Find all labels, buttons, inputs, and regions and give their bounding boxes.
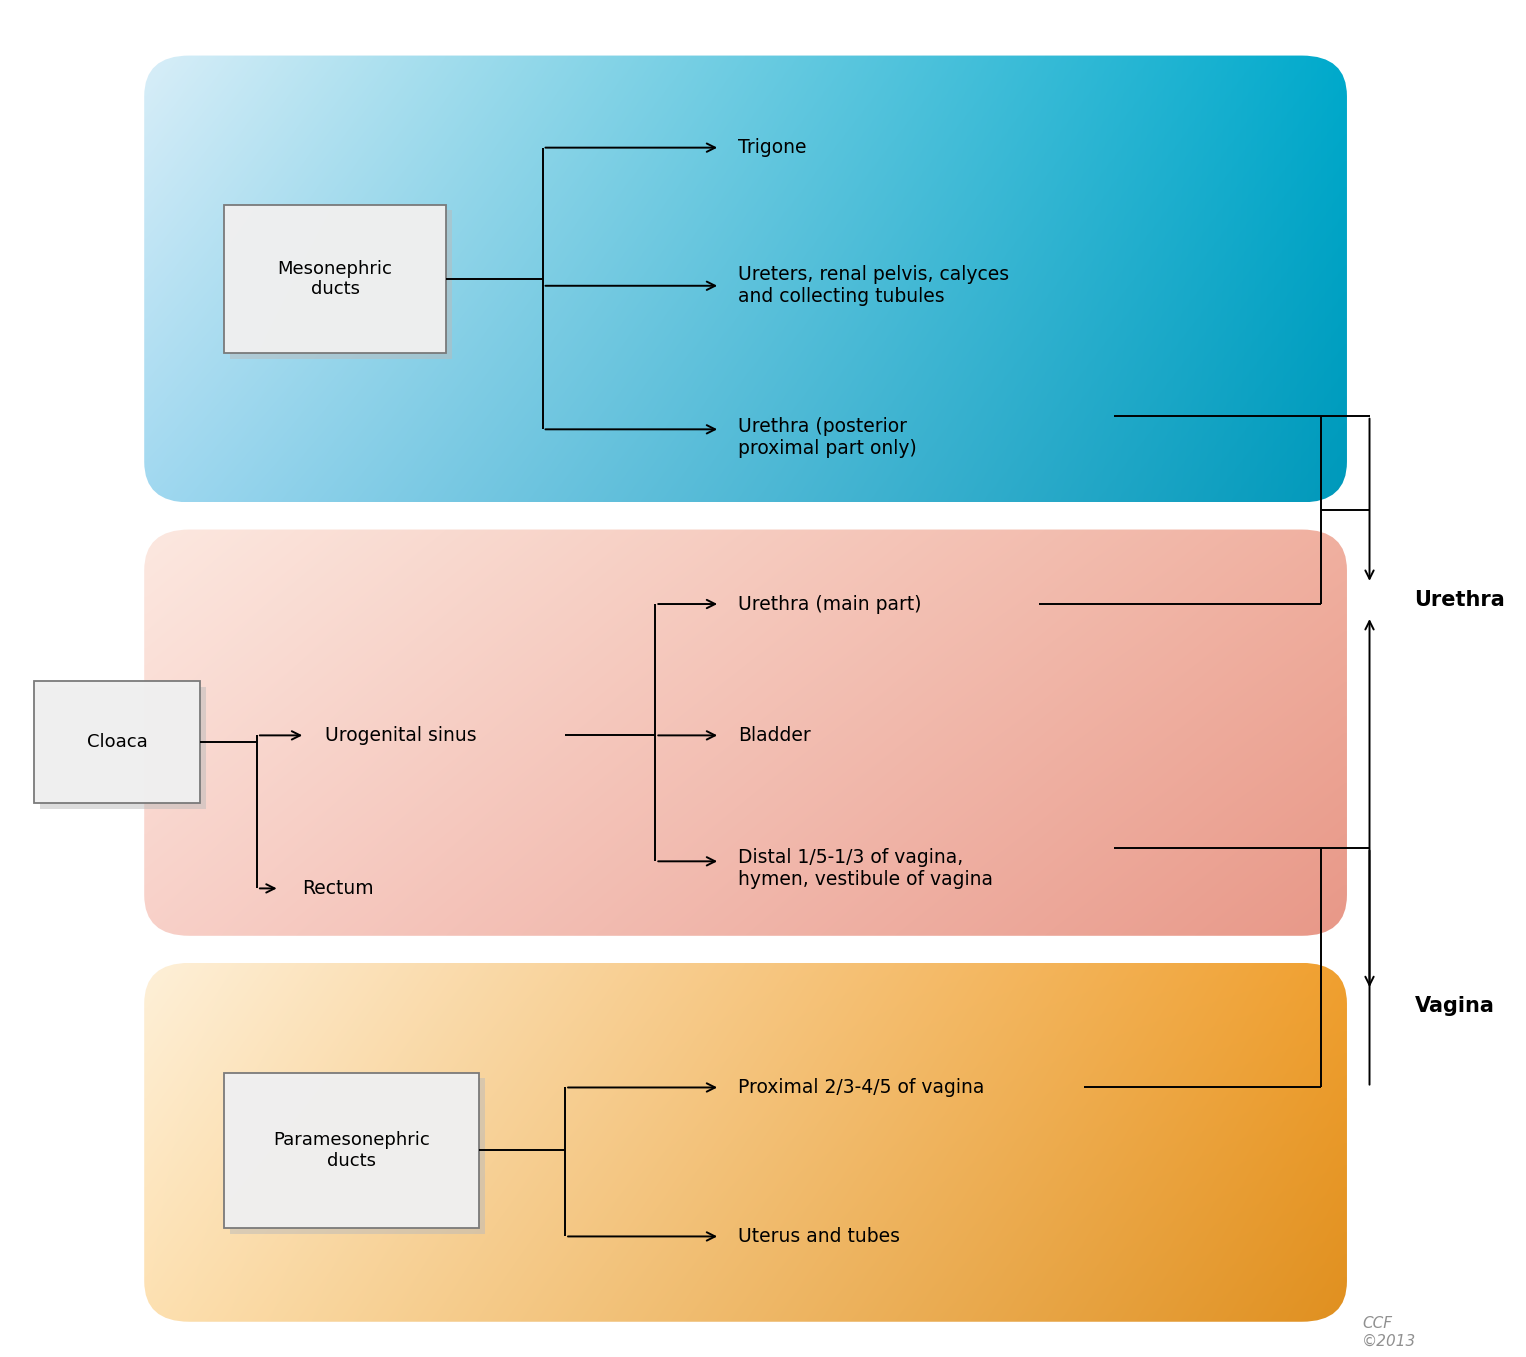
Text: Trigone: Trigone xyxy=(739,138,807,157)
Text: Uterus and tubes: Uterus and tubes xyxy=(739,1227,900,1246)
Text: Rectum: Rectum xyxy=(302,879,374,898)
Text: Distal 1/5-1/3 of vagina,
hymen, vestibule of vagina: Distal 1/5-1/3 of vagina, hymen, vestibu… xyxy=(739,848,993,889)
Text: Vagina: Vagina xyxy=(1415,996,1494,1016)
FancyBboxPatch shape xyxy=(41,687,206,809)
Text: Proximal 2/3-4/5 of vagina: Proximal 2/3-4/5 of vagina xyxy=(739,1077,984,1096)
Text: Urethra: Urethra xyxy=(1415,590,1505,609)
Text: Paramesonephric
ducts: Paramesonephric ducts xyxy=(273,1130,430,1170)
Text: CCF
©2013: CCF ©2013 xyxy=(1363,1316,1416,1349)
Text: Mesonephric
ducts: Mesonephric ducts xyxy=(278,259,392,299)
Text: Bladder: Bladder xyxy=(739,726,810,745)
FancyBboxPatch shape xyxy=(224,1072,479,1228)
FancyBboxPatch shape xyxy=(224,205,447,353)
FancyBboxPatch shape xyxy=(230,210,452,358)
Text: Ureters, renal pelvis, calyces
and collecting tubules: Ureters, renal pelvis, calyces and colle… xyxy=(739,265,1009,307)
Text: Urethra (main part): Urethra (main part) xyxy=(739,594,922,613)
Text: Urogenital sinus: Urogenital sinus xyxy=(325,726,476,745)
FancyBboxPatch shape xyxy=(35,681,200,803)
Text: Urethra (posterior
proximal part only): Urethra (posterior proximal part only) xyxy=(739,417,917,457)
Text: Cloaca: Cloaca xyxy=(87,733,148,752)
FancyBboxPatch shape xyxy=(230,1077,485,1234)
